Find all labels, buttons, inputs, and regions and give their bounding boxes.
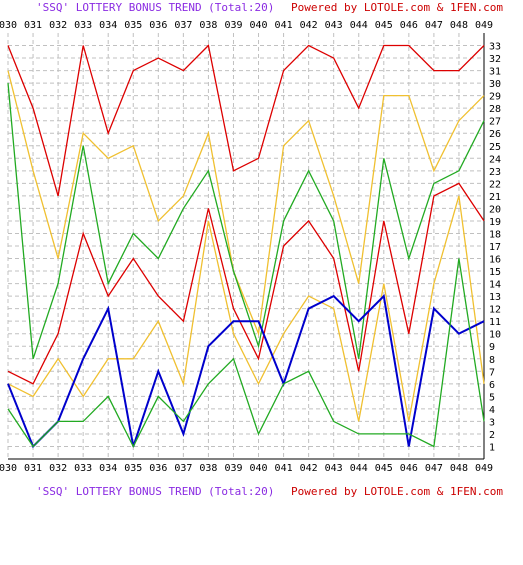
x-tick-label-top: 030 <box>0 20 17 31</box>
y-tick-label: 19 <box>489 217 501 228</box>
x-tick-label-bottom: 031 <box>24 463 42 474</box>
x-tick-label-bottom: 040 <box>249 463 267 474</box>
y-tick-label: 7 <box>489 367 495 378</box>
x-tick-label-top: 046 <box>400 20 418 31</box>
x-tick-label-top: 034 <box>99 20 117 31</box>
y-tick-label: 15 <box>489 267 501 278</box>
x-tick-label-bottom: 032 <box>49 463 67 474</box>
x-tick-labels-top: 030 031 032 033 034 035 036 037 038 039 040 041 042 0… <box>0 20 493 31</box>
y-tick-label: 6 <box>489 380 495 391</box>
x-tick-label-bottom: 037 <box>174 463 192 474</box>
x-tick-label-bottom: 034 <box>99 463 117 474</box>
y-tick-labels: 1234567891011121314151617181920212223242… <box>489 42 501 454</box>
x-tick-label-top: 031 <box>24 20 42 31</box>
x-tick-label-top: 045 <box>375 20 393 31</box>
y-tick-label: 28 <box>489 104 501 115</box>
y-tick-label: 31 <box>489 67 501 78</box>
x-tick-label-top: 035 <box>124 20 142 31</box>
y-tick-label: 23 <box>489 167 501 178</box>
x-tick-label-top: 047 <box>425 20 443 31</box>
y-tick-label: 10 <box>489 330 501 341</box>
x-tick-label-bottom: 043 <box>325 463 343 474</box>
top-title-text: 'SSQ' LOTTERY BONUS TREND (Total:20) <box>36 1 274 14</box>
x-tick-label-bottom: 035 <box>124 463 142 474</box>
y-tick-label: 13 <box>489 292 501 303</box>
y-tick-label: 25 <box>489 142 501 153</box>
y-tick-label: 5 <box>489 392 495 403</box>
x-tick-label-top: 032 <box>49 20 67 31</box>
y-tick-label: 16 <box>489 255 501 266</box>
series-line-6 <box>7 294 485 449</box>
y-tick-label: 12 <box>489 305 501 316</box>
x-tick-label-top: 039 <box>224 20 242 31</box>
x-tick-label-bottom: 046 <box>400 463 418 474</box>
bottom-title: 'SSQ' LOTTERY BONUS TREND (Total:20) Pow… <box>36 485 503 498</box>
y-tick-label: 27 <box>489 117 501 128</box>
y-tick-label: 9 <box>489 342 495 353</box>
x-tick-label-top: 044 <box>350 20 368 31</box>
x-tick-label-top: 043 <box>325 20 343 31</box>
bottom-title-text: 'SSQ' LOTTERY BONUS TREND (Total:20) <box>36 485 274 498</box>
x-tick-label-top: 048 <box>450 20 468 31</box>
x-tick-labels-bottom: 030 031 032 033 034 035 036 037 038 039 040 041 042 0… <box>0 463 493 474</box>
y-tick-label: 24 <box>489 154 501 165</box>
series-line-7 <box>7 258 485 448</box>
y-tick-label: 3 <box>489 417 495 428</box>
x-tick-label-top: 038 <box>199 20 217 31</box>
y-tick-label: 26 <box>489 129 501 140</box>
series-line-4 <box>7 182 485 385</box>
y-tick-label: 20 <box>489 204 501 215</box>
y-tick-label: 1 <box>489 442 495 453</box>
x-tick-label-top: 041 <box>275 20 293 31</box>
x-tick-label-bottom: 033 <box>74 463 92 474</box>
y-tick-label: 4 <box>489 405 495 416</box>
x-tick-label-bottom: 047 <box>425 463 443 474</box>
y-tick-label: 22 <box>489 179 501 190</box>
x-tick-label-bottom: 039 <box>224 463 242 474</box>
x-tick-label-top: 042 <box>300 20 318 31</box>
x-tick-label-bottom: 045 <box>375 463 393 474</box>
bottom-powered-text: Powered by LOTOLE.com & 1FEN.com <box>291 485 503 498</box>
y-tick-label: 18 <box>489 229 501 240</box>
x-tick-label-bottom: 042 <box>300 463 318 474</box>
series-line-1 <box>7 44 485 197</box>
y-tick-label: 14 <box>489 280 501 291</box>
x-tick-label-bottom: 036 <box>149 463 167 474</box>
y-tick-label: 30 <box>489 79 501 90</box>
y-tick-label: 33 <box>489 42 501 53</box>
x-tick-label-top: 036 <box>149 20 167 31</box>
y-tick-label: 32 <box>489 54 501 65</box>
x-tick-label-bottom: 038 <box>199 463 217 474</box>
x-tick-label-bottom: 044 <box>350 463 368 474</box>
y-tick-label: 17 <box>489 242 501 253</box>
x-tick-label-bottom: 048 <box>450 463 468 474</box>
grid <box>7 33 485 460</box>
series-line-2 <box>7 70 485 337</box>
x-tick-label-top: 037 <box>174 20 192 31</box>
x-tick-label-bottom: 030 <box>0 463 17 474</box>
y-tick-label: 8 <box>489 355 495 366</box>
y-tick-label: 11 <box>489 317 501 328</box>
y-tick-label: 21 <box>489 192 501 203</box>
series-line-3 <box>7 83 485 360</box>
y-tick-label: 2 <box>489 430 495 441</box>
series-line-5 <box>7 195 485 422</box>
top-title: 'SSQ' LOTTERY BONUS TREND (Total:20) Pow… <box>36 1 503 14</box>
x-tick-label-top: 049 <box>475 20 493 31</box>
x-tick-label-bottom: 041 <box>275 463 293 474</box>
x-tick-label-top: 033 <box>74 20 92 31</box>
x-tick-label-top: 040 <box>249 20 267 31</box>
x-tick-label-bottom: 049 <box>475 463 493 474</box>
y-tick-label: 29 <box>489 92 501 103</box>
series-layer <box>7 44 485 449</box>
top-powered-text: Powered by LOTOLE.com & 1FEN.com <box>291 1 503 14</box>
